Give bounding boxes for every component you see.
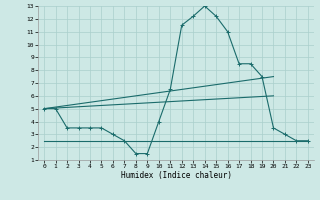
X-axis label: Humidex (Indice chaleur): Humidex (Indice chaleur) [121, 171, 231, 180]
